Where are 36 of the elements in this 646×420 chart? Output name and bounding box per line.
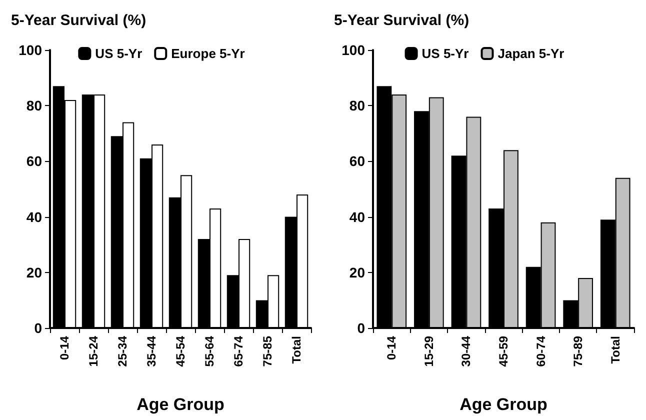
x-axis-title: Age Group bbox=[136, 395, 224, 414]
y-tick-label: 100 bbox=[18, 42, 42, 58]
x-tick-label: 35-44 bbox=[144, 336, 158, 367]
x-tick-label: 75-85 bbox=[260, 336, 274, 367]
y-tick-label: 20 bbox=[349, 264, 366, 280]
x-axis-title: Age Group bbox=[460, 395, 548, 414]
x-tick-label: 0-14 bbox=[58, 336, 72, 360]
y-tick-label: 100 bbox=[342, 42, 366, 58]
y-tick-label: 80 bbox=[26, 98, 42, 114]
y-tick-label: 80 bbox=[349, 98, 366, 114]
legend-label: Japan 5-Yr bbox=[498, 46, 564, 61]
x-tick-label: 55-64 bbox=[202, 336, 216, 367]
y-tick-label: 0 bbox=[357, 320, 366, 336]
y-tick-label: 40 bbox=[349, 208, 366, 225]
legend-label: US 5-Yr bbox=[422, 46, 469, 61]
x-tick-label: 75-89 bbox=[571, 336, 586, 367]
chart-title: 5-Year Survival (%) bbox=[11, 12, 146, 29]
x-tick-label: 45-59 bbox=[496, 336, 510, 367]
x-tick-label: 30-44 bbox=[459, 336, 474, 367]
x-tick-label: 15-29 bbox=[422, 336, 436, 367]
x-tick-label: 25-34 bbox=[116, 336, 130, 367]
x-tick-label: 60-74 bbox=[534, 336, 548, 367]
y-tick-label: 60 bbox=[26, 153, 42, 170]
x-tick-label: 65-74 bbox=[232, 336, 246, 367]
x-tick-label: Total bbox=[290, 336, 304, 364]
x-tick-label: 45-54 bbox=[174, 336, 188, 367]
chart-title: 5-Year Survival (%) bbox=[334, 12, 470, 29]
y-tick-label: 60 bbox=[349, 153, 366, 170]
x-tick-label: Total bbox=[608, 336, 622, 364]
x-tick-label: 15-24 bbox=[86, 336, 100, 367]
x-tick-label: 0-14 bbox=[384, 336, 399, 360]
legend-label: Europe 5-Yr bbox=[171, 46, 245, 61]
legend-label: US 5-Yr bbox=[95, 46, 142, 61]
y-tick-label: 20 bbox=[26, 264, 42, 280]
y-tick-label: 0 bbox=[34, 320, 42, 336]
y-tick-label: 40 bbox=[26, 208, 42, 225]
